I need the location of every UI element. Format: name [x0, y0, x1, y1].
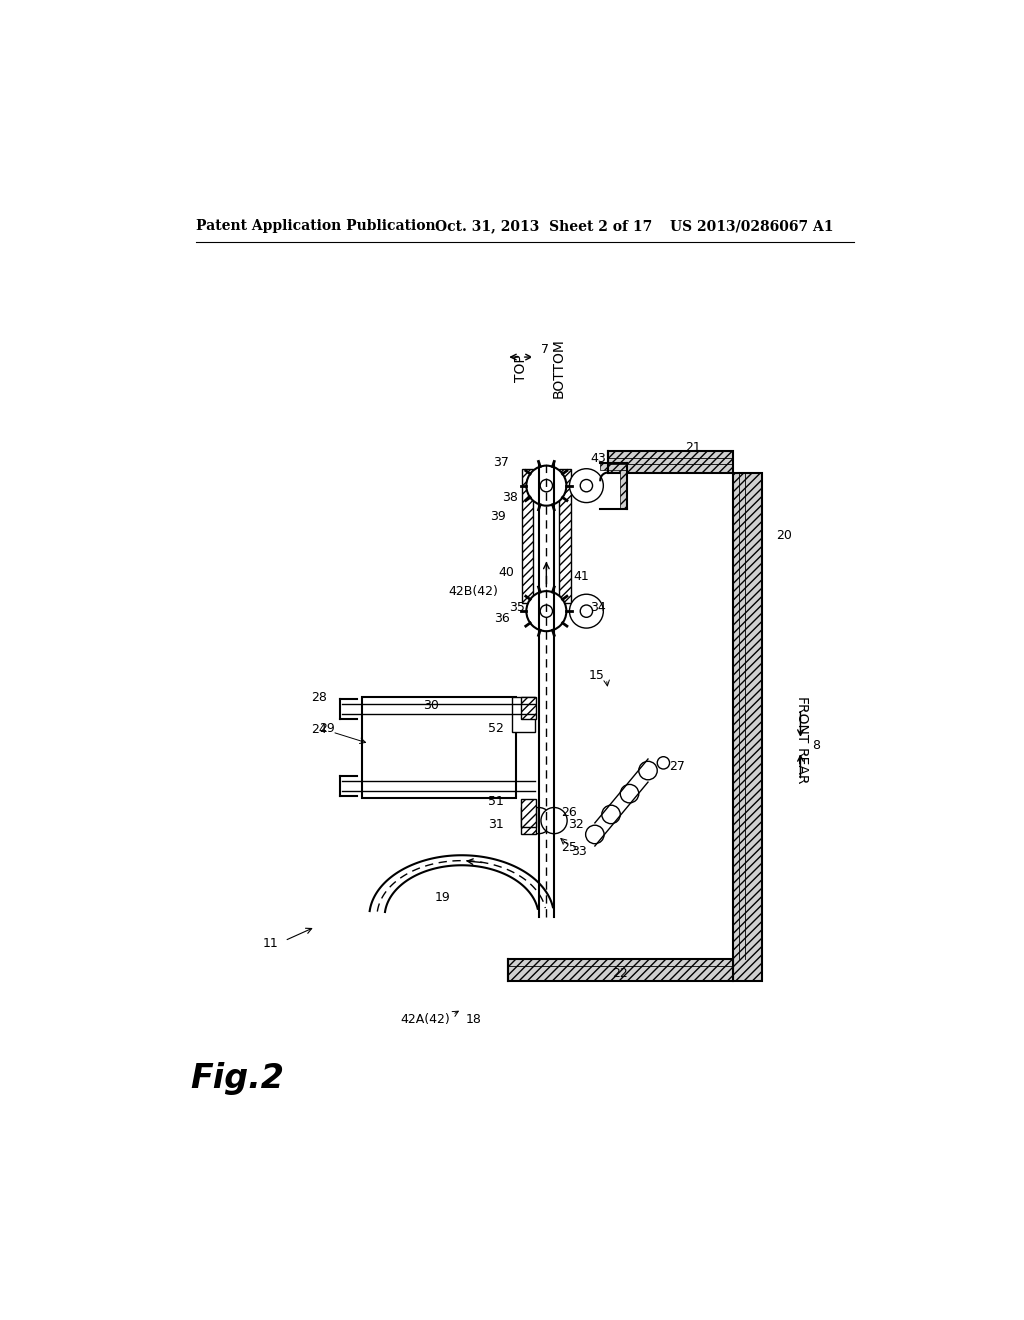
Text: 34: 34: [590, 601, 606, 614]
Text: 31: 31: [488, 818, 504, 832]
Circle shape: [639, 762, 657, 780]
Bar: [620, 470, 628, 508]
Bar: [521, 697, 537, 719]
Text: 21: 21: [685, 441, 700, 454]
Text: 22: 22: [611, 966, 628, 979]
Text: REAR: REAR: [794, 748, 808, 785]
Circle shape: [541, 605, 553, 618]
Circle shape: [541, 808, 567, 834]
Text: 32: 32: [568, 818, 584, 832]
Circle shape: [581, 605, 593, 618]
Text: 26: 26: [561, 807, 578, 820]
Text: 35: 35: [509, 601, 524, 614]
Text: 40: 40: [498, 566, 514, 579]
Text: 15: 15: [588, 669, 604, 682]
Circle shape: [526, 466, 566, 506]
Text: 39: 39: [490, 510, 506, 523]
Text: FRONT: FRONT: [794, 697, 808, 744]
Bar: [600, 462, 628, 470]
Bar: [508, 960, 733, 981]
Circle shape: [541, 479, 553, 492]
Circle shape: [621, 784, 639, 803]
Text: 42A(42): 42A(42): [400, 1012, 451, 1026]
Text: Patent Application Publication: Patent Application Publication: [196, 219, 435, 234]
Text: TOP: TOP: [514, 354, 528, 381]
Text: 37: 37: [494, 455, 509, 469]
Bar: [521, 469, 534, 603]
Text: 7: 7: [541, 343, 549, 356]
Bar: [559, 469, 571, 603]
Text: 28: 28: [311, 690, 327, 704]
Text: 29: 29: [318, 722, 335, 735]
Circle shape: [569, 594, 603, 628]
Circle shape: [569, 469, 603, 503]
Bar: [361, 697, 515, 797]
Text: 42B(42): 42B(42): [449, 585, 499, 598]
Bar: [733, 473, 762, 981]
Circle shape: [526, 591, 566, 631]
Circle shape: [657, 756, 670, 770]
Text: US 2013/0286067 A1: US 2013/0286067 A1: [670, 219, 834, 234]
Bar: [512, 697, 535, 733]
Text: 33: 33: [571, 845, 587, 858]
Text: 20: 20: [776, 529, 792, 543]
Text: BOTTOM: BOTTOM: [552, 338, 565, 397]
Text: 51: 51: [488, 795, 504, 808]
Circle shape: [602, 805, 621, 824]
Text: 25: 25: [561, 841, 578, 854]
Bar: [608, 451, 733, 473]
Bar: [521, 807, 537, 834]
Bar: [521, 799, 537, 826]
Circle shape: [525, 808, 552, 834]
Text: 52: 52: [488, 722, 504, 735]
Text: 38: 38: [502, 491, 518, 504]
Text: Oct. 31, 2013  Sheet 2 of 17: Oct. 31, 2013 Sheet 2 of 17: [435, 219, 652, 234]
Text: 30: 30: [423, 698, 439, 711]
Text: 11: 11: [262, 937, 279, 950]
Text: 19: 19: [434, 891, 451, 904]
Text: 8: 8: [812, 739, 820, 751]
Text: 18: 18: [466, 1012, 481, 1026]
Text: 27: 27: [670, 760, 685, 774]
Text: 24: 24: [311, 723, 327, 737]
Text: 41: 41: [573, 570, 589, 583]
Text: 36: 36: [494, 612, 509, 626]
Circle shape: [581, 479, 593, 492]
Text: Fig.2: Fig.2: [190, 1063, 285, 1096]
Circle shape: [586, 825, 604, 843]
Text: 43: 43: [590, 453, 606, 465]
